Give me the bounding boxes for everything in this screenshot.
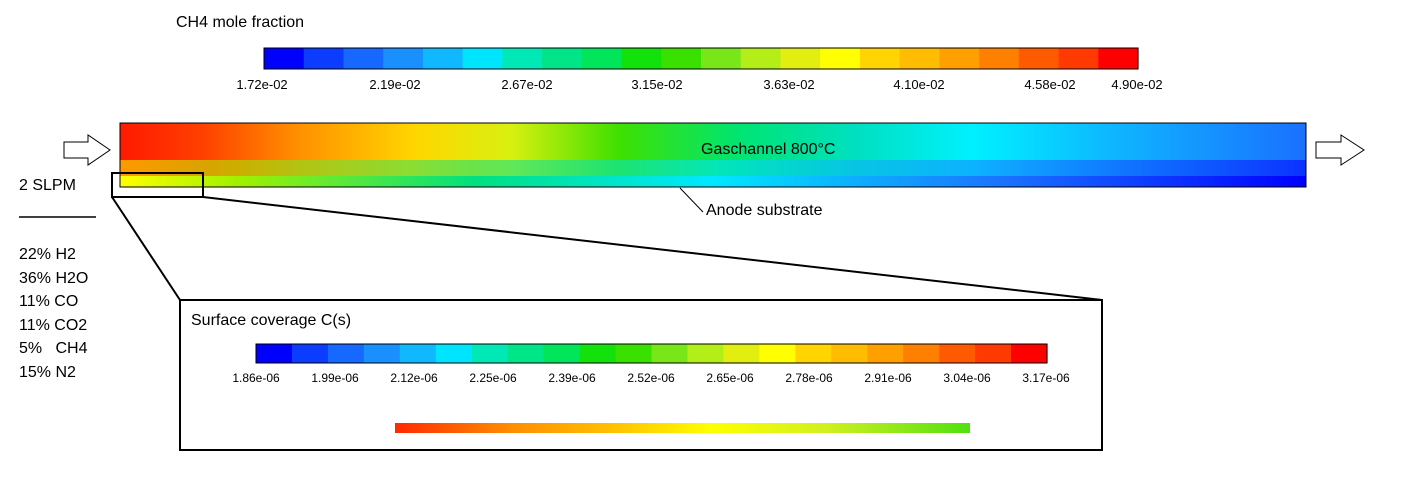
ch4-tick-label: 3.63e-02 bbox=[763, 77, 815, 92]
colorbar-swatch bbox=[1098, 48, 1139, 69]
composition-co: 11% CO bbox=[19, 293, 79, 310]
colorbar-swatch bbox=[723, 344, 760, 363]
composition-h2o: 36% H2O bbox=[19, 269, 89, 287]
carbon-tick-label: 2.12e-06 bbox=[390, 371, 438, 385]
colorbar-swatch bbox=[303, 48, 345, 69]
ch4-tick-label: 4.58e-02 bbox=[1024, 77, 1076, 92]
ch4-tick-label: 4.90e-02 bbox=[1111, 77, 1163, 92]
ch4-tick-label: 2.67e-02 bbox=[501, 77, 553, 92]
colorbar-swatch bbox=[831, 344, 868, 363]
ch4-tick-label: 1.72e-02 bbox=[236, 77, 288, 92]
colorbar-swatch bbox=[264, 48, 305, 69]
colorbar-swatch bbox=[579, 344, 617, 363]
colorbar-swatch bbox=[507, 344, 545, 363]
ch4-tick-label: 4.10e-02 bbox=[893, 77, 945, 92]
colorbar-swatch bbox=[621, 48, 662, 69]
carbon-colorbar-title: Surface coverage C(s) bbox=[191, 312, 352, 329]
colorbar-swatch bbox=[1018, 48, 1060, 69]
inlet-composition: 22% H2 36% H2O 11% CO 11% CO2 5% CH4 15%… bbox=[19, 243, 88, 384]
carbon-tick-label: 2.91e-06 bbox=[864, 371, 912, 385]
carbon-tick-label: 2.52e-06 bbox=[627, 371, 675, 385]
colorbar-swatch bbox=[399, 344, 437, 363]
composition-co2: 11% CO2 bbox=[19, 316, 88, 334]
colorbar-swatch bbox=[979, 48, 1020, 69]
ch4-colorbar-swatches bbox=[264, 48, 1139, 69]
colorbar-swatch bbox=[780, 48, 821, 69]
carbon-tick-label: 3.04e-06 bbox=[943, 371, 991, 385]
colorbar-swatch bbox=[502, 48, 543, 69]
colorbar-swatch bbox=[363, 344, 401, 363]
carbon-tick-label: 1.99e-06 bbox=[311, 371, 359, 385]
colorbar-swatch bbox=[939, 48, 980, 69]
colorbar-swatch bbox=[435, 344, 473, 363]
colorbar-swatch bbox=[542, 48, 583, 69]
colorbar-swatch bbox=[256, 344, 293, 363]
outlet-arrow-icon bbox=[1315, 134, 1365, 166]
zoom-region-box bbox=[111, 172, 204, 198]
carbon-tick-label: 3.17e-06 bbox=[1022, 371, 1070, 385]
colorbar-swatch bbox=[899, 48, 940, 69]
ch4-colorbar-frame bbox=[263, 47, 1139, 70]
anode-substrate-label: Anode substrate bbox=[706, 202, 823, 219]
zoom-line-right bbox=[202, 196, 1103, 301]
carbon-colorbar-frame bbox=[255, 343, 1048, 364]
colorbar-swatch bbox=[343, 48, 384, 69]
carbon-colorbar-swatches bbox=[256, 344, 1048, 363]
colorbar-swatch bbox=[543, 344, 581, 363]
colorbar-swatch bbox=[651, 344, 689, 363]
carbon-tick-label: 2.78e-06 bbox=[785, 371, 833, 385]
colorbar-swatch bbox=[701, 48, 742, 69]
ch4-tick-label: 2.19e-02 bbox=[369, 77, 421, 92]
colorbar-swatch bbox=[820, 48, 861, 69]
colorbar-swatch bbox=[740, 48, 782, 69]
colorbar-swatch bbox=[581, 48, 623, 69]
colorbar-swatch bbox=[471, 344, 509, 363]
colorbar-swatch bbox=[687, 344, 724, 363]
colorbar-swatch bbox=[462, 48, 503, 69]
substrate-leader-line bbox=[679, 187, 704, 213]
ch4-colorbar-title: CH4 mole fraction bbox=[176, 14, 305, 31]
colorbar-swatch bbox=[327, 344, 365, 363]
composition-ch4: 5% CH4 bbox=[19, 340, 88, 357]
colorbar-swatch bbox=[383, 48, 424, 69]
colorbar-swatch bbox=[759, 344, 796, 363]
colorbar-swatch bbox=[859, 48, 901, 69]
colorbar-swatch bbox=[939, 344, 976, 363]
carbon-tick-label: 2.25e-06 bbox=[469, 371, 517, 385]
zoom-line-left bbox=[111, 196, 181, 301]
composition-n2: 15% N2 bbox=[19, 363, 76, 381]
colorbar-swatch bbox=[867, 344, 904, 363]
colorbar-swatch bbox=[975, 344, 1012, 363]
surface-coverage-strip bbox=[395, 423, 970, 433]
colorbar-swatch bbox=[1011, 344, 1048, 363]
ch4-tick-label: 3.15e-02 bbox=[631, 77, 683, 92]
carbon-tick-label: 2.65e-06 bbox=[706, 371, 754, 385]
colorbar-swatch bbox=[903, 344, 940, 363]
colorbar-swatch bbox=[422, 48, 464, 69]
carbon-tick-label: 2.39e-06 bbox=[548, 371, 596, 385]
colorbar-swatch bbox=[291, 344, 329, 363]
colorbar-swatch bbox=[795, 344, 832, 363]
inlet-flow-rate: 2 SLPM bbox=[19, 177, 76, 194]
colorbar-swatch bbox=[615, 344, 653, 363]
colorbar-swatch bbox=[1058, 48, 1099, 69]
inlet-arrow-icon bbox=[63, 134, 111, 166]
composition-h2: 22% H2 bbox=[19, 246, 76, 263]
colorbar-swatch bbox=[661, 48, 702, 69]
carbon-tick-label: 1.86e-06 bbox=[232, 371, 280, 385]
gaschannel-label: Gaschannel 800°C bbox=[701, 141, 836, 158]
